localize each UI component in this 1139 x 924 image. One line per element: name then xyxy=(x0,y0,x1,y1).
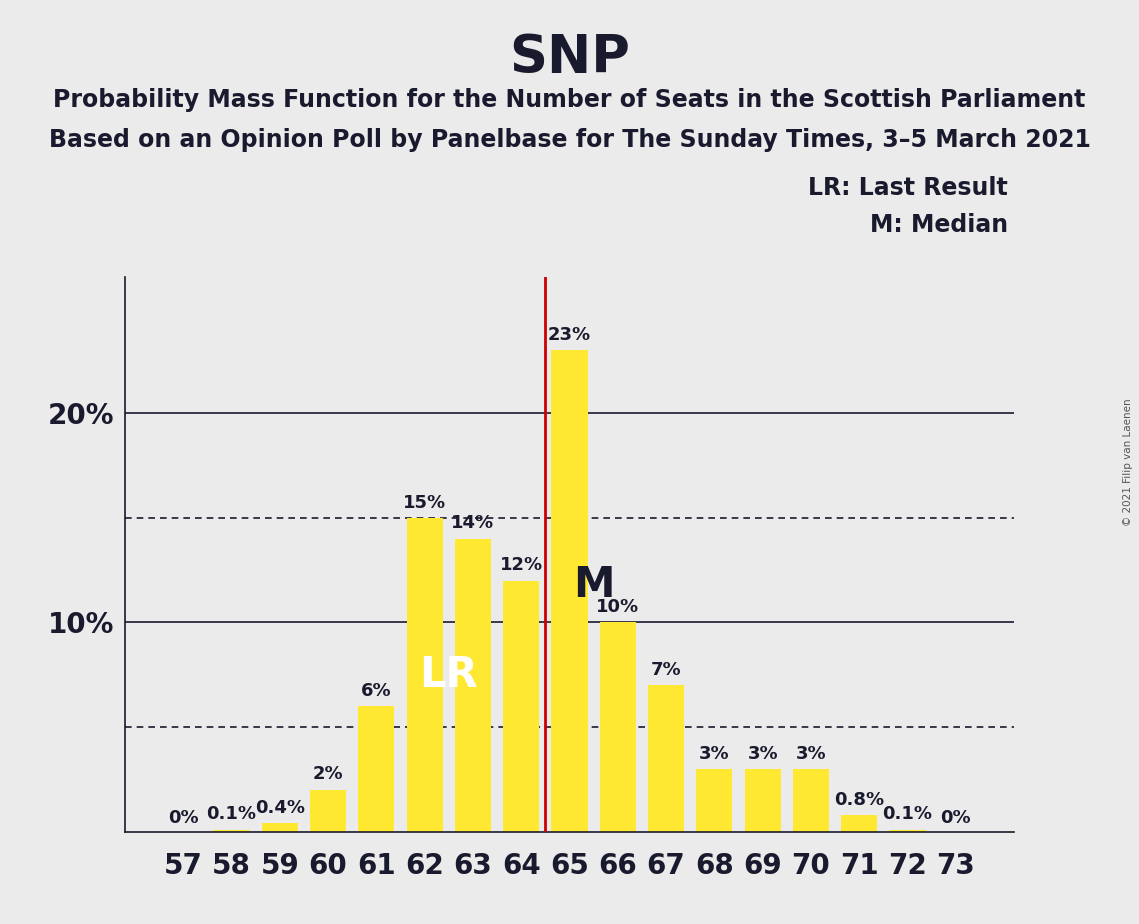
Text: 0%: 0% xyxy=(941,809,972,827)
Text: 15%: 15% xyxy=(403,493,446,512)
Text: SNP: SNP xyxy=(509,32,630,84)
Text: 6%: 6% xyxy=(361,682,392,699)
Bar xyxy=(310,790,346,832)
Text: 23%: 23% xyxy=(548,326,591,344)
Text: 10%: 10% xyxy=(596,598,639,616)
Text: M: M xyxy=(573,564,615,606)
Bar xyxy=(841,815,877,832)
Bar xyxy=(793,769,829,832)
Bar xyxy=(551,350,588,832)
Text: 14%: 14% xyxy=(451,515,494,532)
Text: M: Median: M: Median xyxy=(870,213,1008,237)
Text: Probability Mass Function for the Number of Seats in the Scottish Parliament: Probability Mass Function for the Number… xyxy=(54,88,1085,112)
Bar xyxy=(890,830,926,832)
Bar xyxy=(407,517,443,832)
Bar xyxy=(648,686,685,832)
Bar xyxy=(213,830,249,832)
Bar xyxy=(599,623,636,832)
Text: 0.8%: 0.8% xyxy=(834,791,884,808)
Bar xyxy=(262,823,298,832)
Text: 3%: 3% xyxy=(699,745,730,762)
Text: 3%: 3% xyxy=(796,745,826,762)
Text: 7%: 7% xyxy=(650,661,681,679)
Text: Based on an Opinion Poll by Panelbase for The Sunday Times, 3–5 March 2021: Based on an Opinion Poll by Panelbase fo… xyxy=(49,128,1090,152)
Text: 2%: 2% xyxy=(313,765,343,784)
Text: 12%: 12% xyxy=(500,556,543,575)
Text: 0%: 0% xyxy=(167,809,198,827)
Bar xyxy=(454,539,491,832)
Text: 0.1%: 0.1% xyxy=(883,805,933,823)
Bar xyxy=(359,706,394,832)
Text: 0.4%: 0.4% xyxy=(255,799,305,817)
Text: 3%: 3% xyxy=(747,745,778,762)
Text: LR: LR xyxy=(419,653,478,696)
Bar xyxy=(503,580,540,832)
Bar xyxy=(745,769,780,832)
Bar xyxy=(696,769,732,832)
Text: LR: Last Result: LR: Last Result xyxy=(809,176,1008,200)
Text: © 2021 Filip van Laenen: © 2021 Filip van Laenen xyxy=(1123,398,1133,526)
Text: 0.1%: 0.1% xyxy=(206,805,256,823)
